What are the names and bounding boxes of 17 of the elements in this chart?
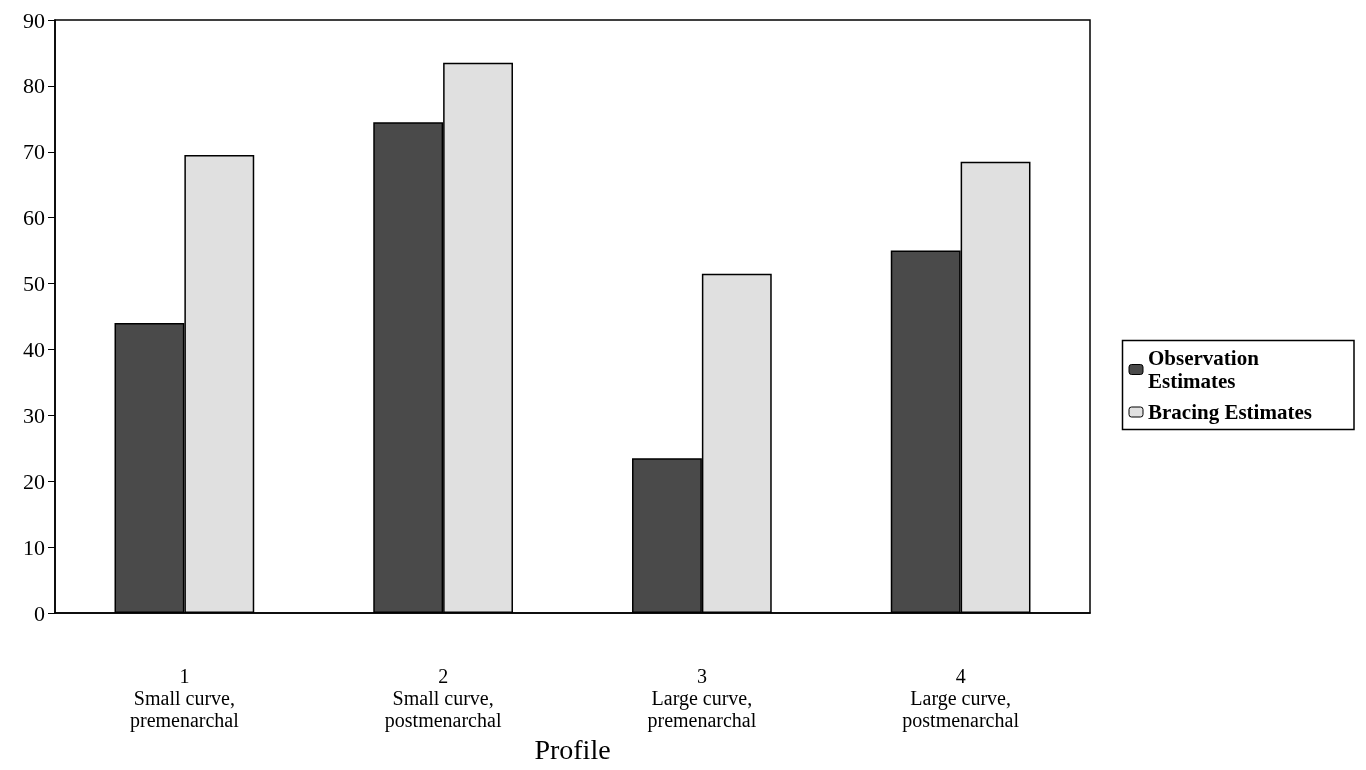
- y-tick-label: 10: [23, 534, 45, 560]
- y-tick-label: 30: [23, 402, 45, 428]
- y-tick-label: 90: [23, 7, 45, 33]
- y-tick-label: 70: [23, 139, 45, 165]
- legend-label: Bracing Estimates: [1148, 400, 1312, 424]
- x-tick-label: 1 Small curve, premenarchal: [129, 665, 240, 732]
- x-tick-label: 3 Large curve, premenarchal: [647, 665, 757, 732]
- y-tick-label: 20: [23, 468, 45, 494]
- x-tick-label: 2 Small curve, postmenarchal: [384, 665, 502, 732]
- y-tick-label: 0: [34, 600, 45, 626]
- y-tick-label: 60: [23, 205, 45, 231]
- x-tick-label: 4 Large curve, postmenarchal: [902, 665, 1020, 732]
- legend-label: Observation Estimates: [1148, 346, 1265, 393]
- y-tick-label: 80: [23, 73, 45, 99]
- y-tick-label: 40: [23, 336, 45, 362]
- x-axis-title: Profile: [534, 734, 611, 766]
- y-tick-label: 50: [23, 271, 45, 297]
